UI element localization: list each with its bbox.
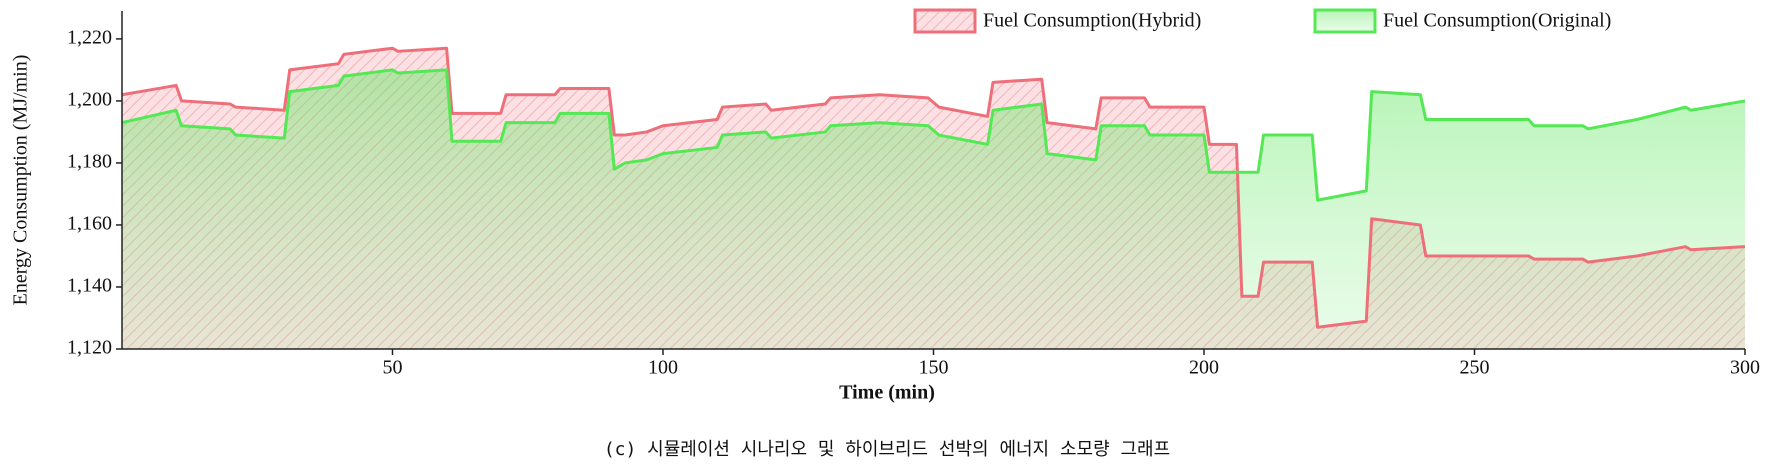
- legend-swatch: [913, 8, 977, 34]
- legend-swatch: [1313, 8, 1377, 34]
- x-tick-label: 200: [1189, 357, 1219, 379]
- x-tick-label: 100: [648, 357, 678, 379]
- x-tick-label: 250: [1460, 357, 1490, 379]
- x-tick-label: 150: [919, 357, 949, 379]
- legend-label: Fuel Consumption(Hybrid): [983, 10, 1201, 32]
- x-axis-label: Time (min): [839, 382, 935, 404]
- legend-label: Fuel Consumption(Original): [1383, 10, 1611, 32]
- x-tick-label: 50: [383, 357, 403, 379]
- series-area: [122, 69, 1745, 350]
- y-axis-label: Energy Consumption (MJ/min): [10, 55, 32, 306]
- series-line: [121, 68, 1746, 202]
- y-tick-label: 1,220: [67, 27, 112, 49]
- y-tick-label: 1,200: [67, 89, 112, 111]
- x-tick-label: 300: [1730, 357, 1760, 379]
- y-tick-label: 1,120: [67, 337, 112, 359]
- y-tick-label: 1,180: [67, 151, 112, 173]
- y-tick-label: 1,140: [67, 275, 112, 297]
- caption: (c) 시뮬레이션 시나리오 및 하이브리드 선박의 에너지 소모량 그래프: [604, 439, 1170, 460]
- y-tick-label: 1,160: [67, 213, 112, 235]
- series-line: [121, 46, 1746, 329]
